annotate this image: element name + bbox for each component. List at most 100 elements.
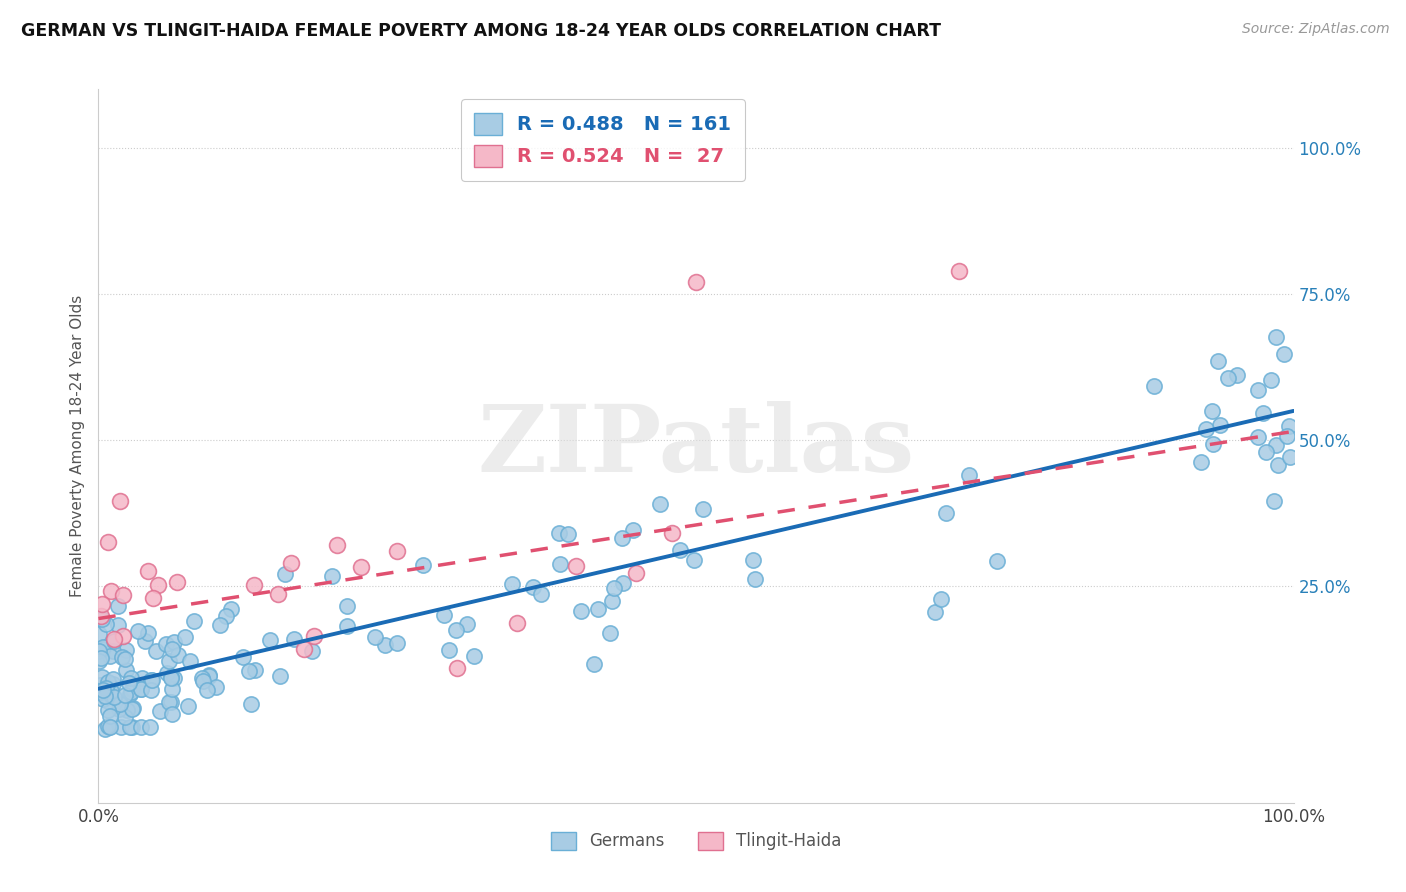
Point — [599, 626, 621, 640]
Point — [193, 673, 215, 688]
Point — [138, 720, 160, 734]
Point — [160, 681, 183, 696]
Point — [530, 587, 553, 601]
Point — [160, 707, 183, 722]
Point — [97, 534, 120, 549]
Point — [209, 618, 232, 632]
Point — [131, 681, 153, 696]
Point — [89, 650, 111, 665]
Point — [114, 652, 136, 666]
Point — [115, 643, 138, 657]
Point — [98, 709, 121, 723]
Point — [148, 578, 170, 592]
Point — [374, 639, 396, 653]
Point — [155, 637, 177, 651]
Point — [924, 605, 946, 619]
Point — [167, 648, 190, 662]
Point — [326, 538, 349, 552]
Point — [301, 644, 323, 658]
Point — [91, 641, 114, 656]
Point — [432, 608, 454, 623]
Point — [565, 558, 588, 573]
Point — [101, 673, 124, 687]
Point — [506, 615, 529, 630]
Point — [586, 601, 609, 615]
Point — [136, 564, 159, 578]
Point — [350, 559, 373, 574]
Point — [259, 632, 281, 647]
Point — [89, 685, 111, 699]
Point — [131, 671, 153, 685]
Point — [107, 618, 129, 632]
Point — [1209, 418, 1232, 433]
Point — [87, 655, 110, 669]
Point — [669, 542, 692, 557]
Point — [190, 671, 212, 685]
Point — [336, 619, 359, 633]
Point — [149, 704, 172, 718]
Point — [103, 690, 125, 705]
Point — [103, 632, 125, 647]
Point — [569, 604, 592, 618]
Point — [97, 675, 120, 690]
Point — [129, 681, 152, 696]
Point — [612, 576, 634, 591]
Point — [100, 688, 122, 702]
Point — [163, 635, 186, 649]
Point — [134, 634, 156, 648]
Point — [91, 598, 114, 612]
Text: GERMAN VS TLINGIT-HAIDA FEMALE POVERTY AMONG 18-24 YEAR OLDS CORRELATION CHART: GERMAN VS TLINGIT-HAIDA FEMALE POVERTY A… — [21, 22, 941, 40]
Point — [273, 566, 295, 581]
Point — [198, 669, 221, 683]
Point — [685, 275, 707, 289]
Point — [1226, 368, 1249, 382]
Point — [548, 558, 571, 572]
Point — [166, 574, 188, 589]
Point — [110, 493, 132, 508]
Point — [160, 695, 183, 709]
Point — [98, 720, 121, 734]
Point — [744, 572, 766, 586]
Point — [1201, 437, 1223, 451]
Point — [1254, 444, 1277, 458]
Point — [1260, 374, 1282, 388]
Point — [159, 670, 181, 684]
Point — [283, 632, 305, 646]
Point — [444, 623, 467, 637]
Point — [110, 697, 132, 711]
Point — [157, 655, 180, 669]
Point — [114, 688, 136, 702]
Point — [267, 587, 290, 601]
Point — [1265, 329, 1288, 343]
Point — [612, 532, 634, 546]
Point — [412, 558, 434, 572]
Point — [157, 694, 180, 708]
Point — [114, 710, 136, 724]
Point — [145, 643, 167, 657]
Point — [97, 719, 120, 733]
Point — [1272, 347, 1295, 361]
Point — [121, 701, 143, 715]
Point — [1143, 379, 1166, 393]
Point — [139, 673, 162, 687]
Point — [100, 683, 122, 698]
Point — [1277, 429, 1299, 443]
Point — [600, 594, 623, 608]
Point — [118, 676, 141, 690]
Point — [141, 673, 163, 688]
Point — [292, 641, 315, 656]
Point — [522, 580, 544, 594]
Point — [195, 682, 218, 697]
Y-axis label: Female Poverty Among 18-24 Year Olds: Female Poverty Among 18-24 Year Olds — [69, 295, 84, 597]
Point — [1263, 493, 1285, 508]
Point — [118, 687, 141, 701]
Point — [621, 523, 644, 537]
Point — [89, 678, 111, 692]
Point — [1267, 458, 1289, 473]
Point — [121, 720, 143, 734]
Point — [107, 599, 129, 614]
Point — [98, 648, 121, 663]
Point — [948, 263, 970, 277]
Point — [111, 629, 134, 643]
Point — [91, 692, 114, 706]
